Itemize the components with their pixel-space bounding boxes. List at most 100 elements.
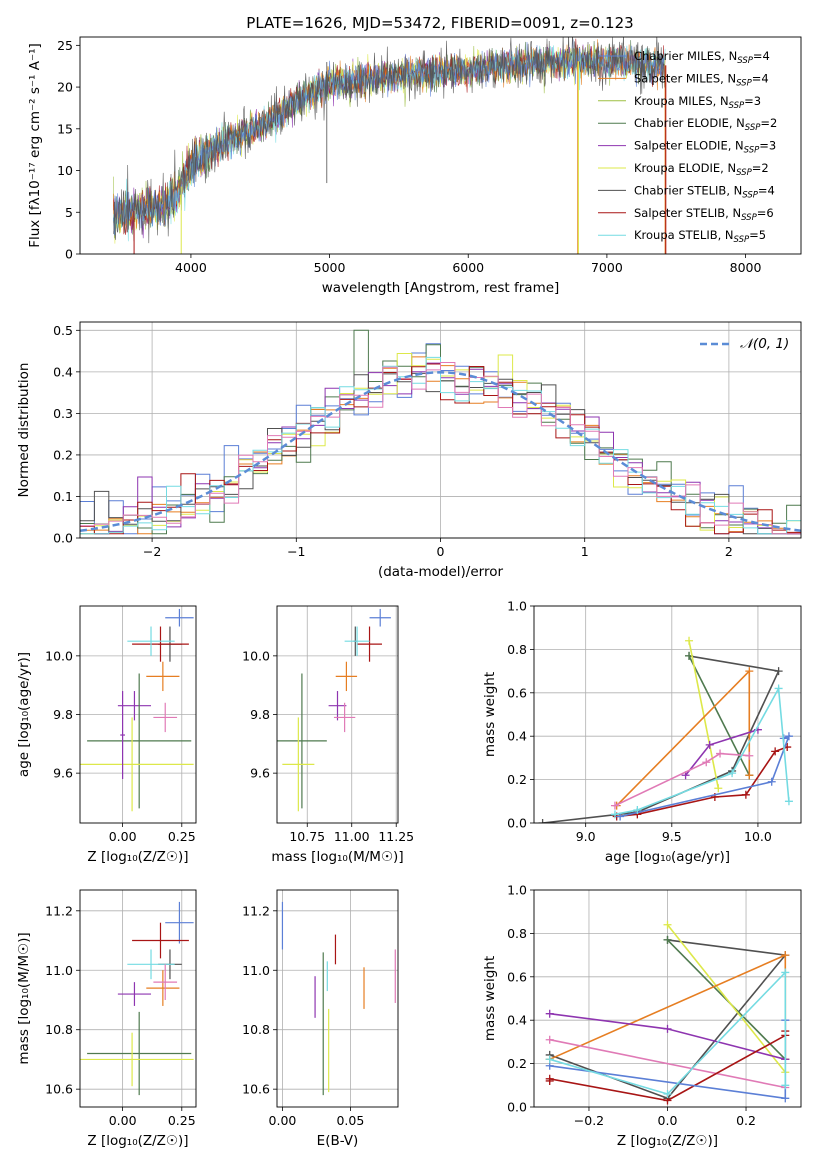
age-weight-xtick-label: 10.0 [744, 829, 772, 844]
age-weight-marker [685, 636, 694, 645]
age-weight-marker [774, 667, 783, 676]
z-weight-ytick-label: 0.4 [507, 1013, 527, 1028]
age-weight-series [616, 746, 788, 818]
z-weight-marker [781, 1094, 790, 1103]
age-weight-marker [771, 747, 780, 756]
residuals-xtick-label: 2 [725, 544, 733, 559]
z-weight-series [549, 970, 787, 1095]
z-mass-xlabel: Z [log₁₀(Z/Z☉)] [87, 1133, 188, 1149]
residuals-ytick-label: 0.2 [53, 447, 73, 462]
z-weight-xtick-label: 0.0 [658, 1113, 678, 1128]
z-weight-marker [545, 1055, 554, 1064]
legend-label-n: =4 [753, 49, 770, 63]
ebv-mass-xtick-label: 0.00 [269, 1113, 297, 1128]
residual-histograms [80, 329, 801, 535]
ebv-mass-errorbars [281, 901, 396, 1096]
residuals-ytick-label: 0.4 [53, 364, 73, 379]
legend-label-name: Chabrier MILES, N [634, 49, 737, 63]
z-weight-xtick-label: −0.2 [574, 1113, 604, 1128]
z-weight-ytick-label: 1.0 [507, 883, 527, 898]
age-weight-series [688, 640, 720, 789]
legend-label-name: Kroupa MILES, N [634, 94, 729, 108]
ebv-mass-xtick-label: 0.05 [336, 1113, 364, 1128]
age-weight-marker [745, 667, 754, 676]
spectrum-series [113, 37, 666, 244]
mass-age-xtick-label: 11.25 [378, 829, 414, 844]
legend-label-name: Kroupa STELIB, N [634, 228, 734, 242]
mass-age-errorbars [277, 608, 391, 812]
legend-label-n: =5 [749, 228, 766, 242]
spectrum-xtick-label: 6000 [452, 260, 484, 275]
z-mass-ytick-label: 10.6 [45, 1082, 73, 1097]
z-weight-marker [781, 1081, 790, 1090]
age-weight-marker [716, 749, 725, 758]
residuals-xtick-label: −2 [143, 544, 161, 559]
age-weight-marker [705, 740, 714, 749]
z-age-ylabel: age [log₁₀(age/yr)] [16, 652, 32, 777]
residuals-xtick-label: 0 [437, 544, 445, 559]
z-age-ytick-label: 9.8 [53, 707, 73, 722]
mass-age-xtick-label: 11.00 [334, 829, 370, 844]
z-weight-marker [545, 1009, 554, 1018]
spectrum-ytick-label: 15 [57, 121, 73, 136]
age-weight-marker [784, 797, 793, 806]
spectrum-lines [113, 37, 667, 254]
z-weight-ylabel: mass weight [482, 956, 498, 1041]
age-weight-marker [767, 777, 776, 786]
age-weight-marker [633, 805, 642, 814]
z-age-xlabel: Z [log₁₀(Z/Z☉)] [87, 849, 188, 865]
age-weight-marker [538, 819, 547, 823]
spectrum-xtick-label: 4000 [175, 260, 207, 275]
legend-label-n: =2 [752, 161, 769, 175]
age-weight-xtick-label: 9.0 [576, 829, 596, 844]
age-weight-ytick-label: 0.0 [507, 816, 527, 831]
legend-label-name: Salpeter MILES, N [634, 71, 736, 85]
legend-label-name: Kroupa ELODIE, N [634, 161, 736, 175]
mass-age-xlabel: mass [log₁₀(M/M☉)] [271, 849, 403, 865]
legend-label: Chabrier MILES, NSSP=4 [634, 49, 770, 66]
age-weight-frame [533, 605, 802, 824]
z-weight-ytick-label: 0.2 [507, 1056, 527, 1071]
spectrum-ytick-label: 5 [65, 205, 73, 220]
z-weight-ytick-label: 0.8 [507, 926, 527, 941]
legend-label-sub: SSP [741, 213, 757, 223]
z-mass-axes: 0.00 0.25 10.6 10.8 11.0 11.2 Z [log₁₀(Z/Z☉)] m… [16, 890, 196, 1149]
legend-label-sub: SSP [734, 235, 750, 245]
legend-label-n: =3 [744, 94, 761, 108]
z-mass-ytick-label: 11.2 [45, 903, 73, 918]
age-weight-marker [745, 771, 754, 780]
z-weight-frame [533, 889, 802, 1108]
spectrum-ytick-label: 10 [57, 163, 73, 178]
spectrum-ytick-label: 0 [65, 247, 73, 262]
legend-label-name: Chabrier STELIB, N [634, 183, 742, 197]
ebv-mass-ytick-label: 11.2 [242, 903, 270, 918]
legend-label: Salpeter MILES, NSSP=4 [634, 71, 769, 88]
z-mass-xtick-label: 0.25 [168, 1113, 196, 1128]
spectrum-xtick-label: 7000 [591, 260, 623, 275]
age-weight-xtick-label: 9.5 [662, 829, 682, 844]
legend-label: Kroupa ELODIE, NSSP=2 [634, 161, 769, 178]
z-age-xtick-label: 0.00 [109, 829, 137, 844]
z-weight-marker [663, 1024, 672, 1033]
residuals-ylabel: Normed distribution [16, 363, 32, 498]
ebv-mass-xlabel: E(B-V) [317, 1133, 359, 1149]
spectrum-ytick-label: 25 [57, 38, 73, 53]
residuals-ytick-label: 0.3 [53, 406, 73, 421]
age-weight-marker [741, 790, 750, 799]
age-weight-series [614, 752, 750, 807]
residuals-xtick-label: 1 [581, 544, 589, 559]
z-weight-marker [545, 1035, 554, 1044]
legend-label: Salpeter ELODIE, NSSP=3 [634, 139, 776, 156]
z-weight-xlabel: Z [log₁₀(Z/Z☉)] [617, 1133, 718, 1149]
age-weight-ytick-label: 0.2 [507, 772, 527, 787]
age-weight-marker [610, 801, 619, 810]
legend-label-sub: SSP [745, 123, 761, 133]
z-age-axes: 0.00 0.25 9.6 9.8 10.0 Z [log₁₀(Z/Z☉)] age [lo… [16, 606, 196, 865]
legend-label-sub: SSP [744, 146, 760, 156]
age-weight-ytick-label: 1.0 [507, 599, 527, 614]
legend-label-name: Salpeter STELIB, N [634, 206, 741, 220]
z-weight-marker [663, 920, 672, 929]
z-mass-xtick-label: 0.00 [109, 1113, 137, 1128]
z-age-ytick-label: 10.0 [45, 648, 73, 663]
